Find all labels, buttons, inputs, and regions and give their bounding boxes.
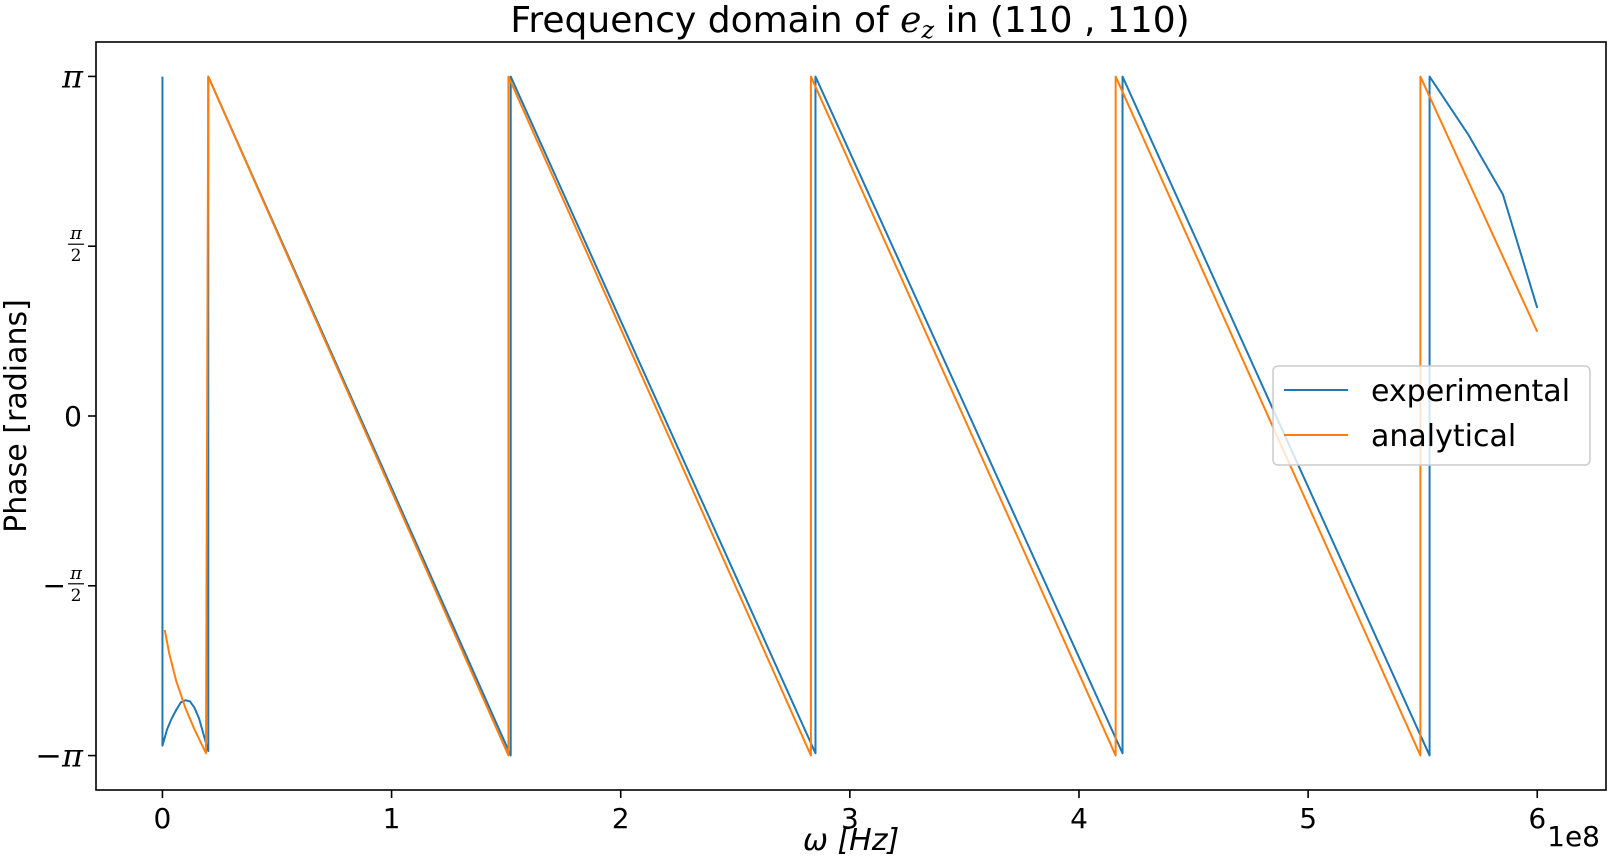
chart-title-suffix: in (110 , 110) — [934, 0, 1190, 41]
x-axis-ticks: 0 1 2 3 4 5 6 — [154, 790, 1546, 835]
y-tick-label: π2 — [68, 223, 84, 266]
x-tick-label: 6 — [1528, 802, 1546, 835]
chart-title-variable: e — [900, 0, 922, 41]
legend: experimental analytical — [1272, 365, 1591, 466]
legend-box — [1272, 365, 1591, 466]
y-tick-label: π — [61, 57, 84, 95]
series-line-analytical — [163, 75, 1539, 757]
y-tick-text: −π — [35, 737, 84, 775]
fraction-numerator: π — [69, 563, 83, 584]
y-tick-text: 0 — [64, 400, 82, 433]
fraction-sign: − — [43, 569, 66, 602]
legend-label-experimental: experimental — [1371, 374, 1570, 409]
legend-label-analytical: analytical — [1371, 419, 1516, 454]
y-tick-label: 0 — [64, 400, 82, 433]
x-axis-label: ω [Hz] — [803, 823, 899, 857]
fraction-denominator: 2 — [71, 586, 82, 606]
x-tick-label: 4 — [1070, 802, 1088, 835]
x-tick-label: 1 — [383, 802, 401, 835]
fraction-numerator: π — [69, 223, 83, 244]
plot-lines — [161, 75, 1539, 757]
series-line-experimental — [161, 75, 1539, 757]
x-tick-label: 3 — [841, 802, 859, 835]
fraction-denominator: 2 — [71, 246, 82, 266]
x-tick-label: 0 — [154, 802, 172, 835]
y-tick-label: π2− — [43, 563, 84, 606]
chart-title: Frequency domain of ez in (110 , 110) — [0, 0, 1623, 42]
chart-title-prefix: Frequency domain of — [510, 0, 901, 41]
y-tick-label: −π — [35, 737, 84, 775]
x-tick-label: 2 — [612, 802, 630, 835]
chart-title-subscript: z — [921, 16, 935, 44]
y-axis-label: Phase [radians] — [0, 299, 34, 533]
x-offset-label: 1e8 — [1547, 820, 1600, 853]
y-tick-text: π — [61, 57, 84, 95]
x-tick-label: 5 — [1299, 802, 1317, 835]
